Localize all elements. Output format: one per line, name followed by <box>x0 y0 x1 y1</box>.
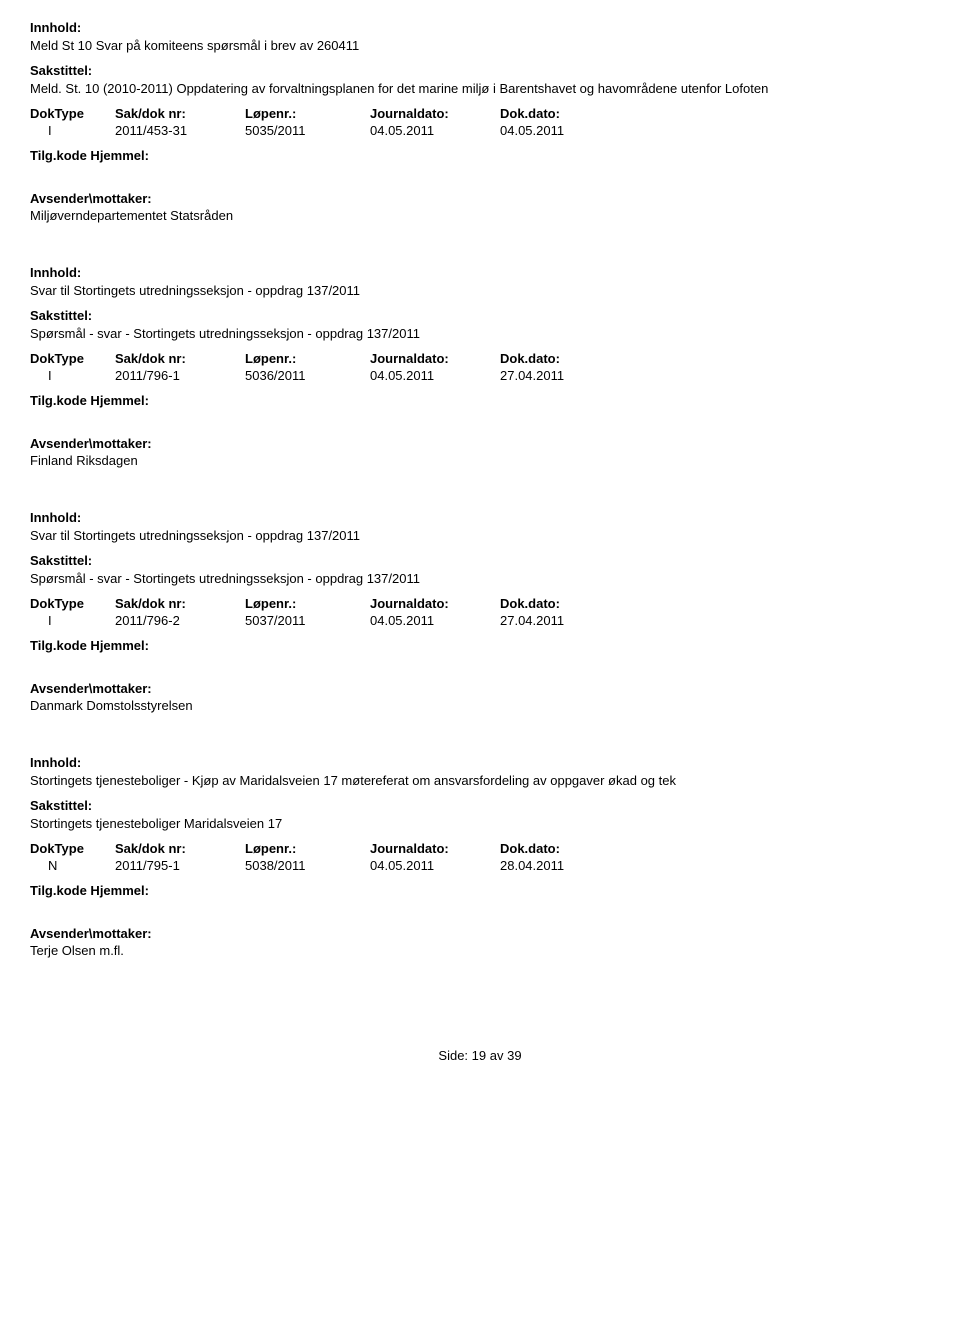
sakstittel-label: Sakstittel: <box>30 798 930 813</box>
innhold-text: Svar til Stortingets utredningsseksjon -… <box>30 283 930 298</box>
column-headers: DokTypeSak/dok nr:Løpenr.:Journaldato:Do… <box>30 106 930 121</box>
dokdato-value: 27.04.2011 <box>500 368 630 383</box>
journaldato-header: Journaldato: <box>370 841 500 856</box>
avsender-value: Terje Olsen m.fl. <box>30 943 930 958</box>
column-values: N2011/795-15038/201104.05.201128.04.2011 <box>30 858 930 873</box>
avsender-label: Avsender\mottaker: <box>30 191 930 206</box>
dokdato-header: Dok.dato: <box>500 596 630 611</box>
doktype-header: DokType <box>30 596 115 611</box>
avsender-value: Danmark Domstolsstyrelsen <box>30 698 930 713</box>
avsender-label: Avsender\mottaker: <box>30 436 930 451</box>
doktype-header: DokType <box>30 351 115 366</box>
avsender-label: Avsender\mottaker: <box>30 681 930 696</box>
journaldato-header: Journaldato: <box>370 596 500 611</box>
doktype-header: DokType <box>30 841 115 856</box>
journaldato-value: 04.05.2011 <box>370 858 500 873</box>
journaldato-value: 04.05.2011 <box>370 368 500 383</box>
sakstittel-text: Meld. St. 10 (2010-2011) Oppdatering av … <box>30 81 930 96</box>
journaldato-value: 04.05.2011 <box>370 123 500 138</box>
column-values: I2011/796-25037/201104.05.201127.04.2011 <box>30 613 930 628</box>
lopenr-value: 5035/2011 <box>245 123 370 138</box>
innhold-label: Innhold: <box>30 265 930 280</box>
lopenr-value: 5038/2011 <box>245 858 370 873</box>
sakstittel-text: Spørsmål - svar - Stortingets utrednings… <box>30 571 930 586</box>
innhold-text: Stortingets tjenesteboliger - Kjøp av Ma… <box>30 773 930 788</box>
saknr-header: Sak/dok nr: <box>115 106 245 121</box>
dokdato-header: Dok.dato: <box>500 841 630 856</box>
dokdato-value: 27.04.2011 <box>500 613 630 628</box>
avsender-value: Finland Riksdagen <box>30 453 930 468</box>
journal-entry: Innhold: Svar til Stortingets utredningss… <box>30 265 930 468</box>
dokdato-value: 28.04.2011 <box>500 858 630 873</box>
journaldato-header: Journaldato: <box>370 106 500 121</box>
journaldato-value: 04.05.2011 <box>370 613 500 628</box>
innhold-text: Meld St 10 Svar på komiteens spørsmål i … <box>30 38 930 53</box>
sakstittel-text: Stortingets tjenesteboliger Maridalsveie… <box>30 816 930 831</box>
page-footer: Side: 19 av 39 <box>30 1048 930 1063</box>
tilgkode-label: Tilg.kode Hjemmel: <box>30 883 930 898</box>
innhold-label: Innhold: <box>30 20 930 35</box>
journal-entry: Innhold: Svar til Stortingets utredningss… <box>30 510 930 713</box>
journaldato-header: Journaldato: <box>370 351 500 366</box>
footer-page: 19 <box>472 1048 486 1063</box>
doktype-value: I <box>30 123 115 138</box>
journal-entry: Innhold: Meld St 10 Svar på komiteens spø… <box>30 20 930 223</box>
column-headers: DokTypeSak/dok nr:Løpenr.:Journaldato:Do… <box>30 596 930 611</box>
column-headers: DokTypeSak/dok nr:Løpenr.:Journaldato:Do… <box>30 351 930 366</box>
footer-total: 39 <box>507 1048 521 1063</box>
lopenr-value: 5036/2011 <box>245 368 370 383</box>
column-headers: DokTypeSak/dok nr:Løpenr.:Journaldato:Do… <box>30 841 930 856</box>
footer-separator: av <box>490 1048 504 1063</box>
avsender-value: Miljøverndepartementet Statsråden <box>30 208 930 223</box>
lopenr-header: Løpenr.: <box>245 841 370 856</box>
innhold-text: Svar til Stortingets utredningsseksjon -… <box>30 528 930 543</box>
sakstittel-label: Sakstittel: <box>30 308 930 323</box>
tilgkode-label: Tilg.kode Hjemmel: <box>30 393 930 408</box>
saknr-header: Sak/dok nr: <box>115 351 245 366</box>
lopenr-header: Løpenr.: <box>245 351 370 366</box>
tilgkode-label: Tilg.kode Hjemmel: <box>30 148 930 163</box>
doktype-value: I <box>30 613 115 628</box>
dokdato-value: 04.05.2011 <box>500 123 630 138</box>
sakstittel-label: Sakstittel: <box>30 553 930 568</box>
lopenr-value: 5037/2011 <box>245 613 370 628</box>
dokdato-header: Dok.dato: <box>500 106 630 121</box>
innhold-label: Innhold: <box>30 510 930 525</box>
dokdato-header: Dok.dato: <box>500 351 630 366</box>
journal-entry: Innhold: Stortingets tjenesteboliger - Kj… <box>30 755 930 958</box>
avsender-label: Avsender\mottaker: <box>30 926 930 941</box>
lopenr-header: Løpenr.: <box>245 596 370 611</box>
doktype-header: DokType <box>30 106 115 121</box>
tilgkode-label: Tilg.kode Hjemmel: <box>30 638 930 653</box>
saknr-value: 2011/796-1 <box>115 368 245 383</box>
sakstittel-label: Sakstittel: <box>30 63 930 78</box>
saknr-value: 2011/796-2 <box>115 613 245 628</box>
column-values: I2011/453-315035/201104.05.201104.05.201… <box>30 123 930 138</box>
lopenr-header: Løpenr.: <box>245 106 370 121</box>
column-values: I2011/796-15036/201104.05.201127.04.2011 <box>30 368 930 383</box>
saknr-header: Sak/dok nr: <box>115 841 245 856</box>
sakstittel-text: Spørsmål - svar - Stortingets utrednings… <box>30 326 930 341</box>
doktype-value: I <box>30 368 115 383</box>
saknr-value: 2011/795-1 <box>115 858 245 873</box>
innhold-label: Innhold: <box>30 755 930 770</box>
footer-prefix: Side: <box>438 1048 468 1063</box>
doktype-value: N <box>30 858 115 873</box>
saknr-value: 2011/453-31 <box>115 123 245 138</box>
saknr-header: Sak/dok nr: <box>115 596 245 611</box>
